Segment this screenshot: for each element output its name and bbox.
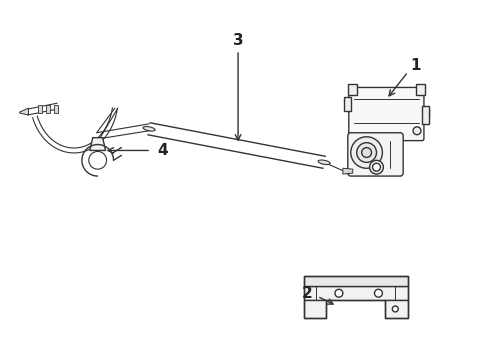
Bar	[421, 106, 428, 124]
Polygon shape	[20, 108, 28, 115]
Text: 2: 2	[301, 286, 312, 301]
Polygon shape	[90, 138, 105, 150]
Polygon shape	[304, 300, 325, 318]
Circle shape	[391, 306, 397, 312]
Text: 3: 3	[232, 33, 243, 48]
Circle shape	[361, 148, 371, 157]
Circle shape	[89, 152, 106, 169]
Circle shape	[356, 143, 376, 162]
Polygon shape	[304, 276, 407, 286]
Polygon shape	[347, 85, 356, 95]
Ellipse shape	[317, 160, 329, 165]
Polygon shape	[385, 300, 407, 318]
Polygon shape	[342, 168, 352, 174]
FancyBboxPatch shape	[348, 87, 423, 141]
Circle shape	[334, 289, 342, 297]
Text: 1: 1	[410, 58, 421, 73]
Circle shape	[374, 289, 382, 297]
Circle shape	[372, 163, 380, 171]
Polygon shape	[415, 85, 424, 95]
Circle shape	[369, 160, 383, 174]
Circle shape	[412, 127, 420, 135]
Circle shape	[350, 137, 382, 168]
Polygon shape	[343, 97, 350, 111]
FancyBboxPatch shape	[347, 133, 402, 176]
Bar	[46, 105, 50, 113]
Bar	[54, 105, 58, 113]
Ellipse shape	[143, 127, 155, 131]
Text: 4: 4	[157, 143, 168, 158]
Bar	[38, 105, 42, 113]
Polygon shape	[304, 286, 407, 300]
